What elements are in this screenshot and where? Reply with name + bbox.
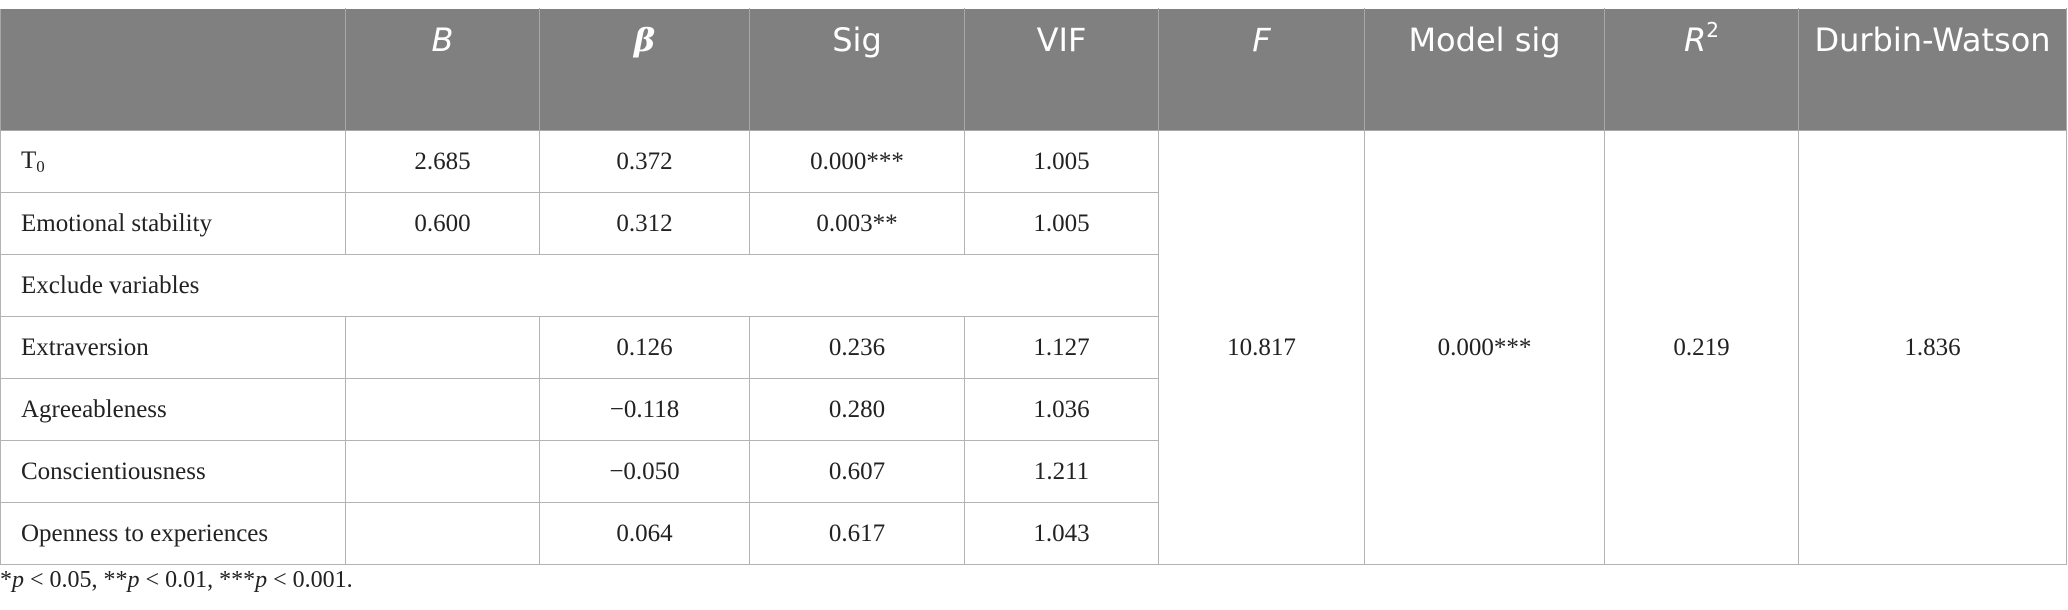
header-row: B β Sig VIF F Model sig R2 Durbin-Watson bbox=[0, 8, 2067, 131]
cell-vif: 1.005 bbox=[964, 130, 1159, 193]
header-f: F bbox=[1158, 8, 1365, 131]
regression-table: B β Sig VIF F Model sig R2 Durbin-Watson… bbox=[0, 8, 2067, 565]
row-label: Conscientiousness bbox=[0, 440, 346, 503]
cell-vif: 1.211 bbox=[964, 440, 1159, 503]
model-durbin-watson-value: 1.836 bbox=[1798, 130, 2067, 565]
t0-label-subscript: 0 bbox=[36, 156, 45, 176]
cell-b bbox=[345, 440, 540, 503]
model-f-value: 10.817 bbox=[1158, 130, 1365, 565]
cell-b: 0.600 bbox=[345, 192, 540, 255]
cell-b bbox=[345, 316, 540, 379]
model-sig-value: 0.000*** bbox=[1364, 130, 1605, 565]
header-r-superscript: 2 bbox=[1706, 18, 1719, 42]
cell-beta: 0.064 bbox=[539, 502, 750, 565]
cell-b: 2.685 bbox=[345, 130, 540, 193]
section-label: Exclude variables bbox=[0, 254, 1159, 317]
footnote-part: < 0.01, *** bbox=[139, 567, 256, 593]
cell-sig: 0.003** bbox=[749, 192, 965, 255]
table-row-t0: T0 2.685 0.372 0.000*** 1.005 10.817 0.0… bbox=[0, 130, 2067, 565]
cell-vif: 1.043 bbox=[964, 502, 1159, 565]
significance-footnote: *p < 0.05, **p < 0.01, ***p < 0.001. bbox=[0, 567, 353, 594]
footnote-p: p bbox=[127, 567, 140, 593]
cell-beta: −0.050 bbox=[539, 440, 750, 503]
cell-vif: 1.036 bbox=[964, 378, 1159, 441]
cell-sig: 0.617 bbox=[749, 502, 965, 565]
cell-b bbox=[345, 378, 540, 441]
header-b-label: B bbox=[431, 21, 454, 59]
t0-label-base: T bbox=[21, 146, 37, 174]
table-row-agreeableness: Agreeableness −0.118 0.280 1.036 bbox=[0, 378, 2067, 441]
cell-beta: 0.372 bbox=[539, 130, 750, 193]
row-label: T0 bbox=[0, 130, 346, 193]
row-label: Agreeableness bbox=[0, 378, 346, 441]
cell-beta: 0.126 bbox=[539, 316, 750, 379]
footnote-p: p bbox=[12, 567, 24, 593]
cell-vif: 1.127 bbox=[964, 316, 1159, 379]
header-b: B bbox=[345, 8, 540, 131]
header-r2: R2 bbox=[1604, 8, 1799, 131]
row-label: Emotional stability bbox=[0, 192, 346, 255]
header-r-label: R bbox=[1684, 21, 1707, 59]
header-durbin-watson: Durbin-Watson bbox=[1798, 8, 2067, 131]
table-row-exclude-variables: Exclude variables bbox=[0, 254, 2067, 317]
cell-beta: 0.312 bbox=[539, 192, 750, 255]
header-model-sig: Model sig bbox=[1364, 8, 1605, 131]
cell-beta: −0.118 bbox=[539, 378, 750, 441]
footnote-part: * bbox=[0, 567, 12, 593]
cell-sig: 0.280 bbox=[749, 378, 965, 441]
header-beta: β bbox=[539, 8, 750, 131]
row-label: Extraversion bbox=[0, 316, 346, 379]
cell-vif: 1.005 bbox=[964, 192, 1159, 255]
table-row-openness: Openness to experiences 0.064 0.617 1.04… bbox=[0, 502, 2067, 565]
row-label: Openness to experiences bbox=[0, 502, 346, 565]
header-vif: VIF bbox=[964, 8, 1159, 131]
header-f-label: F bbox=[1252, 21, 1271, 59]
footnote-p: p bbox=[255, 567, 268, 593]
cell-b bbox=[345, 502, 540, 565]
cell-sig: 0.607 bbox=[749, 440, 965, 503]
footnote-part: < 0.001. bbox=[267, 567, 353, 593]
model-r2-value: 0.219 bbox=[1604, 130, 1799, 565]
cell-sig: 0.000*** bbox=[749, 130, 965, 193]
header-blank bbox=[0, 8, 346, 131]
header-sig: Sig bbox=[749, 8, 965, 131]
cell-sig: 0.236 bbox=[749, 316, 965, 379]
header-beta-label: β bbox=[633, 21, 656, 59]
footnote-part: < 0.05, ** bbox=[24, 567, 128, 593]
